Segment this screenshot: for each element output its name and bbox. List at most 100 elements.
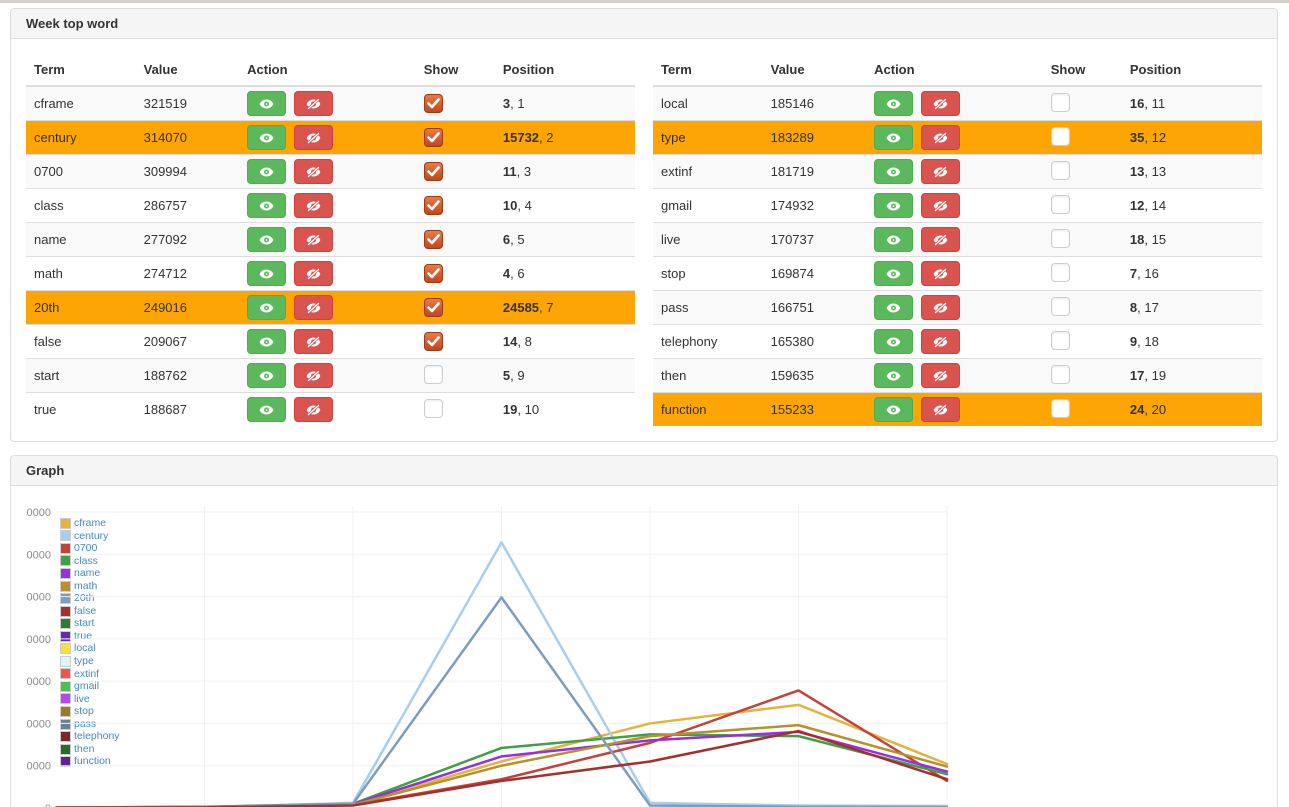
show-checkbox[interactable]: [423, 162, 443, 181]
show-term-button[interactable]: [874, 397, 914, 422]
hide-term-button[interactable]: [293, 261, 333, 286]
legend-swatch: [60, 643, 71, 655]
term-cell: type: [653, 120, 763, 155]
hide-term-button[interactable]: [293, 125, 333, 150]
table-row: type 183289 35, 12: [653, 120, 1262, 155]
hide-term-button[interactable]: [293, 159, 333, 184]
show-term-button[interactable]: [247, 363, 287, 388]
hide-term-button[interactable]: [920, 261, 960, 286]
hide-term-button[interactable]: [920, 227, 960, 252]
hide-term-button[interactable]: [920, 125, 960, 150]
show-checkbox[interactable]: [1050, 194, 1070, 214]
word-table-left: Term Value Action Show Position cframe 3…: [26, 54, 635, 426]
show-checkbox[interactable]: [423, 364, 443, 384]
show-checkbox[interactable]: [1050, 126, 1070, 146]
checkmark-icon: [426, 336, 440, 347]
show-checkbox[interactable]: [423, 128, 443, 147]
position-cell: 8, 17: [1121, 290, 1262, 325]
legend-label[interactable]: 0700: [74, 542, 98, 555]
legend-label[interactable]: telephony: [74, 730, 120, 743]
legend-swatch: [60, 567, 71, 579]
legend-label[interactable]: extinf: [74, 667, 100, 680]
legend-label[interactable]: then: [74, 742, 95, 755]
legend-label[interactable]: local: [74, 642, 96, 655]
eye-icon: [259, 99, 274, 108]
checkmark-icon: [426, 166, 440, 177]
show-term-button[interactable]: [874, 329, 914, 354]
show-checkbox[interactable]: [1050, 92, 1070, 112]
show-term-button[interactable]: [247, 397, 287, 422]
hide-term-button[interactable]: [293, 227, 333, 252]
show-term-button[interactable]: [874, 125, 914, 150]
legend-label[interactable]: name: [74, 567, 101, 580]
legend-label[interactable]: stop: [74, 705, 94, 718]
show-term-button[interactable]: [247, 227, 287, 252]
show-checkbox[interactable]: [423, 196, 443, 215]
legend-label[interactable]: gmail: [74, 680, 100, 693]
hide-term-button[interactable]: [920, 363, 960, 388]
hide-term-button[interactable]: [920, 329, 960, 354]
eye-slash-icon: [306, 165, 321, 178]
hide-term-button[interactable]: [920, 159, 960, 184]
value-cell: 170737: [762, 222, 867, 257]
show-checkbox[interactable]: [1050, 398, 1070, 418]
show-checkbox[interactable]: [1050, 296, 1070, 316]
hide-term-button[interactable]: [293, 397, 333, 422]
legend-item: false: [60, 605, 120, 618]
legend-label[interactable]: century: [74, 529, 109, 542]
hide-term-button[interactable]: [293, 329, 333, 354]
show-term-button[interactable]: [874, 91, 914, 116]
eye-slash-icon: [933, 233, 948, 246]
hide-term-button[interactable]: [920, 397, 960, 422]
legend-label[interactable]: live: [74, 692, 90, 705]
hide-term-button[interactable]: [293, 363, 333, 388]
show-checkbox[interactable]: [1050, 160, 1070, 180]
show-checkbox[interactable]: [423, 332, 443, 351]
legend-label[interactable]: type: [74, 655, 94, 668]
show-checkbox[interactable]: [1050, 364, 1070, 384]
hide-term-button[interactable]: [920, 91, 960, 116]
hide-term-button[interactable]: [293, 193, 333, 218]
hide-term-button[interactable]: [920, 295, 960, 320]
col-header-term: Term: [26, 54, 136, 87]
show-term-button[interactable]: [247, 261, 287, 286]
legend-swatch: [60, 630, 71, 642]
legend-label[interactable]: start: [74, 617, 95, 630]
show-checkbox[interactable]: [423, 398, 443, 418]
show-checkbox[interactable]: [423, 94, 443, 113]
legend-item: cframe: [60, 517, 120, 530]
show-term-button[interactable]: [247, 125, 287, 150]
show-checkbox[interactable]: [423, 264, 443, 283]
eye-icon: [886, 167, 901, 176]
hide-term-button[interactable]: [293, 295, 333, 320]
legend-label[interactable]: class: [74, 554, 98, 567]
hide-term-button[interactable]: [920, 193, 960, 218]
show-term-button[interactable]: [247, 193, 287, 218]
show-checkbox[interactable]: [1050, 330, 1070, 350]
show-term-button[interactable]: [874, 193, 914, 218]
show-checkbox[interactable]: [1050, 262, 1070, 282]
legend-label[interactable]: function: [74, 755, 111, 768]
legend-label[interactable]: false: [74, 604, 97, 617]
hide-term-button[interactable]: [293, 91, 333, 116]
show-term-button[interactable]: [874, 227, 914, 252]
show-term-button[interactable]: [874, 363, 914, 388]
show-checkbox[interactable]: [423, 230, 443, 249]
show-checkbox[interactable]: [423, 298, 443, 317]
show-term-button[interactable]: [874, 295, 914, 320]
show-term-button[interactable]: [247, 295, 287, 320]
show-term-button[interactable]: [874, 261, 914, 286]
value-cell: 314070: [135, 120, 240, 155]
y-axis-tick-label: 0: [45, 803, 51, 807]
show-term-button[interactable]: [874, 159, 914, 184]
show-checkbox[interactable]: [1050, 228, 1070, 248]
eye-icon: [259, 405, 274, 414]
legend-label[interactable]: cframe: [74, 517, 107, 529]
show-term-button[interactable]: [247, 329, 287, 354]
show-term-button[interactable]: [247, 159, 287, 184]
legend-label[interactable]: 20th: [74, 592, 95, 605]
checkmark-icon: [426, 200, 440, 211]
position-cell: 6, 5: [494, 222, 635, 257]
legend-label[interactable]: math: [74, 579, 98, 592]
show-term-button[interactable]: [247, 91, 287, 116]
